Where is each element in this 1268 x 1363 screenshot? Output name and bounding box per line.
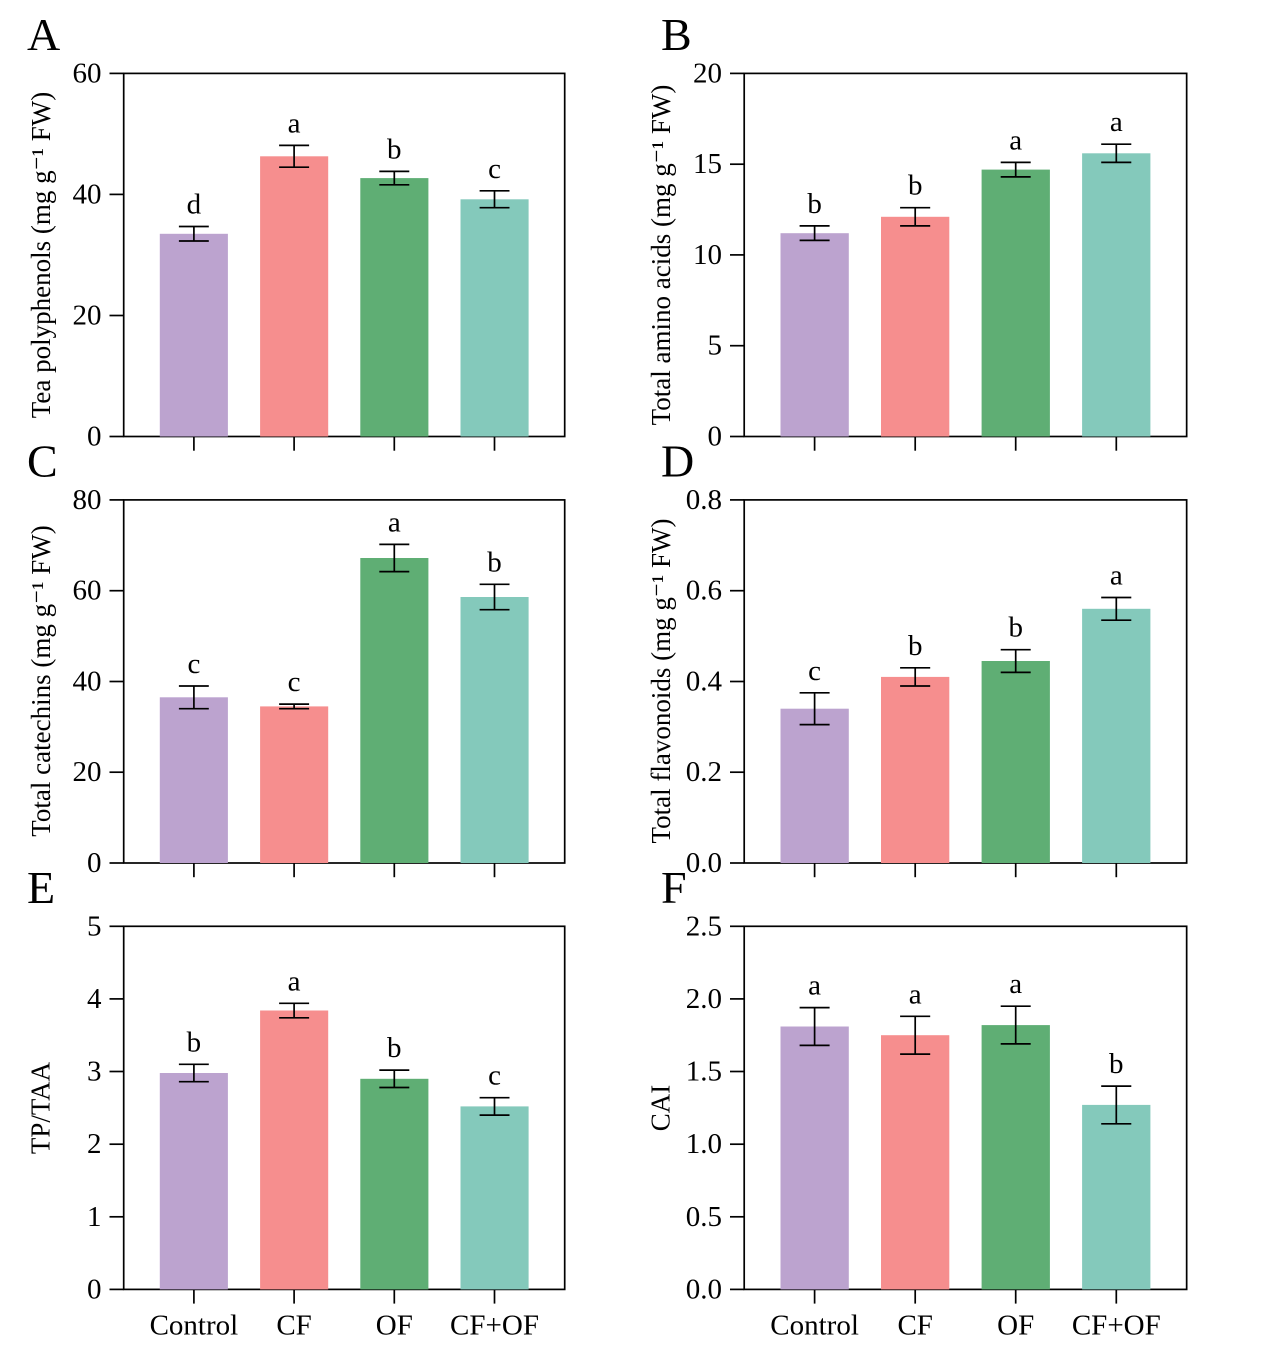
svg-text:0.6: 0.6	[686, 575, 722, 607]
svg-text:20: 20	[73, 300, 102, 332]
svg-text:CF+OF: CF+OF	[1072, 1309, 1161, 1341]
svg-text:5: 5	[87, 910, 102, 942]
svg-text:b: b	[1109, 1048, 1124, 1080]
svg-text:OF: OF	[997, 1309, 1034, 1341]
svg-text:1: 1	[87, 1201, 102, 1233]
svg-text:Control: Control	[770, 1309, 859, 1341]
svg-text:E: E	[27, 862, 55, 913]
svg-text:b: b	[387, 133, 402, 165]
svg-text:CF: CF	[276, 1309, 311, 1341]
svg-text:F: F	[661, 862, 687, 913]
svg-text:b: b	[1008, 612, 1023, 644]
svg-text:0.0: 0.0	[686, 847, 722, 879]
svg-text:b: b	[908, 630, 923, 662]
svg-text:1.5: 1.5	[686, 1056, 722, 1088]
svg-text:A: A	[27, 9, 60, 60]
svg-text:0.8: 0.8	[686, 484, 722, 516]
svg-text:a: a	[1009, 968, 1022, 1000]
svg-text:d: d	[187, 189, 202, 221]
svg-text:a: a	[1009, 124, 1022, 156]
svg-text:a: a	[808, 970, 821, 1002]
svg-text:0: 0	[87, 421, 102, 453]
svg-text:0.0: 0.0	[686, 1273, 722, 1305]
svg-text:CF+OF: CF+OF	[450, 1309, 539, 1341]
svg-text:20: 20	[693, 57, 722, 89]
svg-text:C: C	[27, 435, 58, 486]
svg-text:2.5: 2.5	[686, 910, 722, 942]
svg-text:a: a	[1110, 106, 1123, 138]
svg-text:a: a	[288, 965, 301, 997]
svg-text:40: 40	[73, 178, 102, 210]
svg-text:b: b	[807, 188, 822, 220]
svg-text:5: 5	[708, 330, 723, 362]
svg-text:15: 15	[693, 148, 722, 180]
svg-text:c: c	[808, 655, 821, 687]
svg-text:OF: OF	[376, 1309, 413, 1341]
svg-text:80: 80	[73, 484, 102, 516]
svg-text:3: 3	[87, 1056, 102, 1088]
svg-text:CF: CF	[897, 1309, 932, 1341]
svg-text:0.4: 0.4	[686, 666, 723, 698]
svg-text:0: 0	[87, 847, 102, 879]
svg-text:40: 40	[73, 666, 102, 698]
svg-text:0.2: 0.2	[686, 756, 722, 788]
svg-text:c: c	[288, 666, 301, 698]
svg-text:a: a	[288, 107, 301, 139]
svg-text:20: 20	[73, 756, 102, 788]
svg-text:b: b	[487, 546, 502, 578]
svg-text:2: 2	[87, 1128, 102, 1160]
svg-text:2.0: 2.0	[686, 983, 722, 1015]
svg-text:10: 10	[693, 239, 722, 271]
svg-text:Control: Control	[150, 1309, 239, 1341]
svg-text:0: 0	[708, 421, 723, 453]
svg-text:60: 60	[73, 575, 102, 607]
svg-text:a: a	[1110, 560, 1123, 592]
svg-text:B: B	[661, 9, 692, 60]
svg-text:c: c	[187, 648, 200, 680]
svg-text:b: b	[187, 1026, 202, 1058]
svg-text:c: c	[488, 153, 501, 185]
svg-text:D: D	[661, 435, 694, 486]
svg-text:b: b	[387, 1032, 402, 1064]
svg-text:60: 60	[73, 57, 102, 89]
svg-text:a: a	[388, 506, 401, 538]
svg-text:0.5: 0.5	[686, 1201, 722, 1233]
svg-text:b: b	[908, 170, 923, 202]
svg-text:0: 0	[87, 1273, 102, 1305]
svg-text:c: c	[488, 1060, 501, 1092]
svg-text:a: a	[909, 978, 922, 1010]
svg-text:1.0: 1.0	[686, 1128, 722, 1160]
svg-text:4: 4	[87, 983, 102, 1015]
